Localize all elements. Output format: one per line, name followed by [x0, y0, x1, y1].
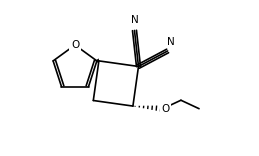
Text: O: O	[71, 40, 79, 50]
Text: O: O	[162, 104, 170, 114]
Text: N: N	[131, 15, 138, 25]
Polygon shape	[95, 58, 99, 63]
Text: N: N	[167, 37, 175, 47]
